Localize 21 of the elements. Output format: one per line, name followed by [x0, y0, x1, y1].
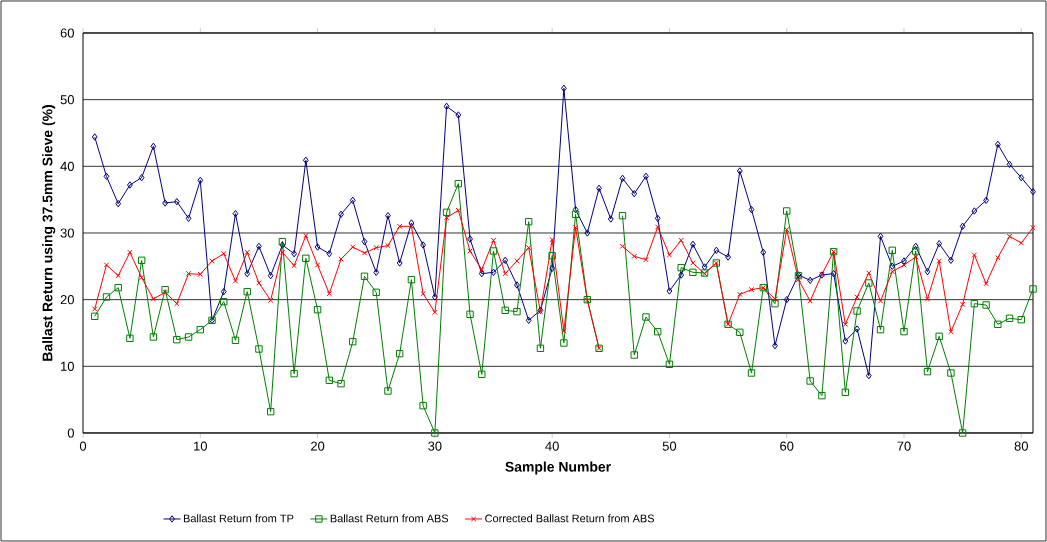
x-tick-label: 0 [79, 441, 87, 451]
x-tick-label: 60 [780, 441, 794, 451]
x-tick-label: 80 [1014, 441, 1028, 451]
x-tick-label: 30 [428, 441, 442, 451]
x-tick-label: 10 [194, 441, 207, 451]
x-tick-label: 50 [662, 441, 677, 451]
y-tick-label: 30 [60, 228, 74, 238]
y-axis-title: Ballast Return using 37.5mm Sieve (%) [42, 105, 56, 361]
y-tick-label: 60 [60, 28, 74, 38]
y-tick-label: 0 [67, 428, 74, 438]
y-tick-label: 50 [60, 95, 74, 105]
x-tick-label: 70 [897, 441, 911, 451]
legend-label: Corrected Ballast Return from ABS [485, 514, 655, 523]
y-tick-label: 20 [60, 295, 74, 305]
x-axis-title: Sample Number [505, 461, 611, 475]
y-tick-label: 40 [60, 161, 74, 171]
x-tick-label: 40 [545, 441, 559, 451]
y-tick-label: 10 [61, 361, 74, 371]
x-tick-label: 20 [311, 441, 325, 451]
legend-label: Ballast Return from ABS [330, 514, 449, 523]
legend-label: Ballast Return from TP [183, 514, 294, 523]
